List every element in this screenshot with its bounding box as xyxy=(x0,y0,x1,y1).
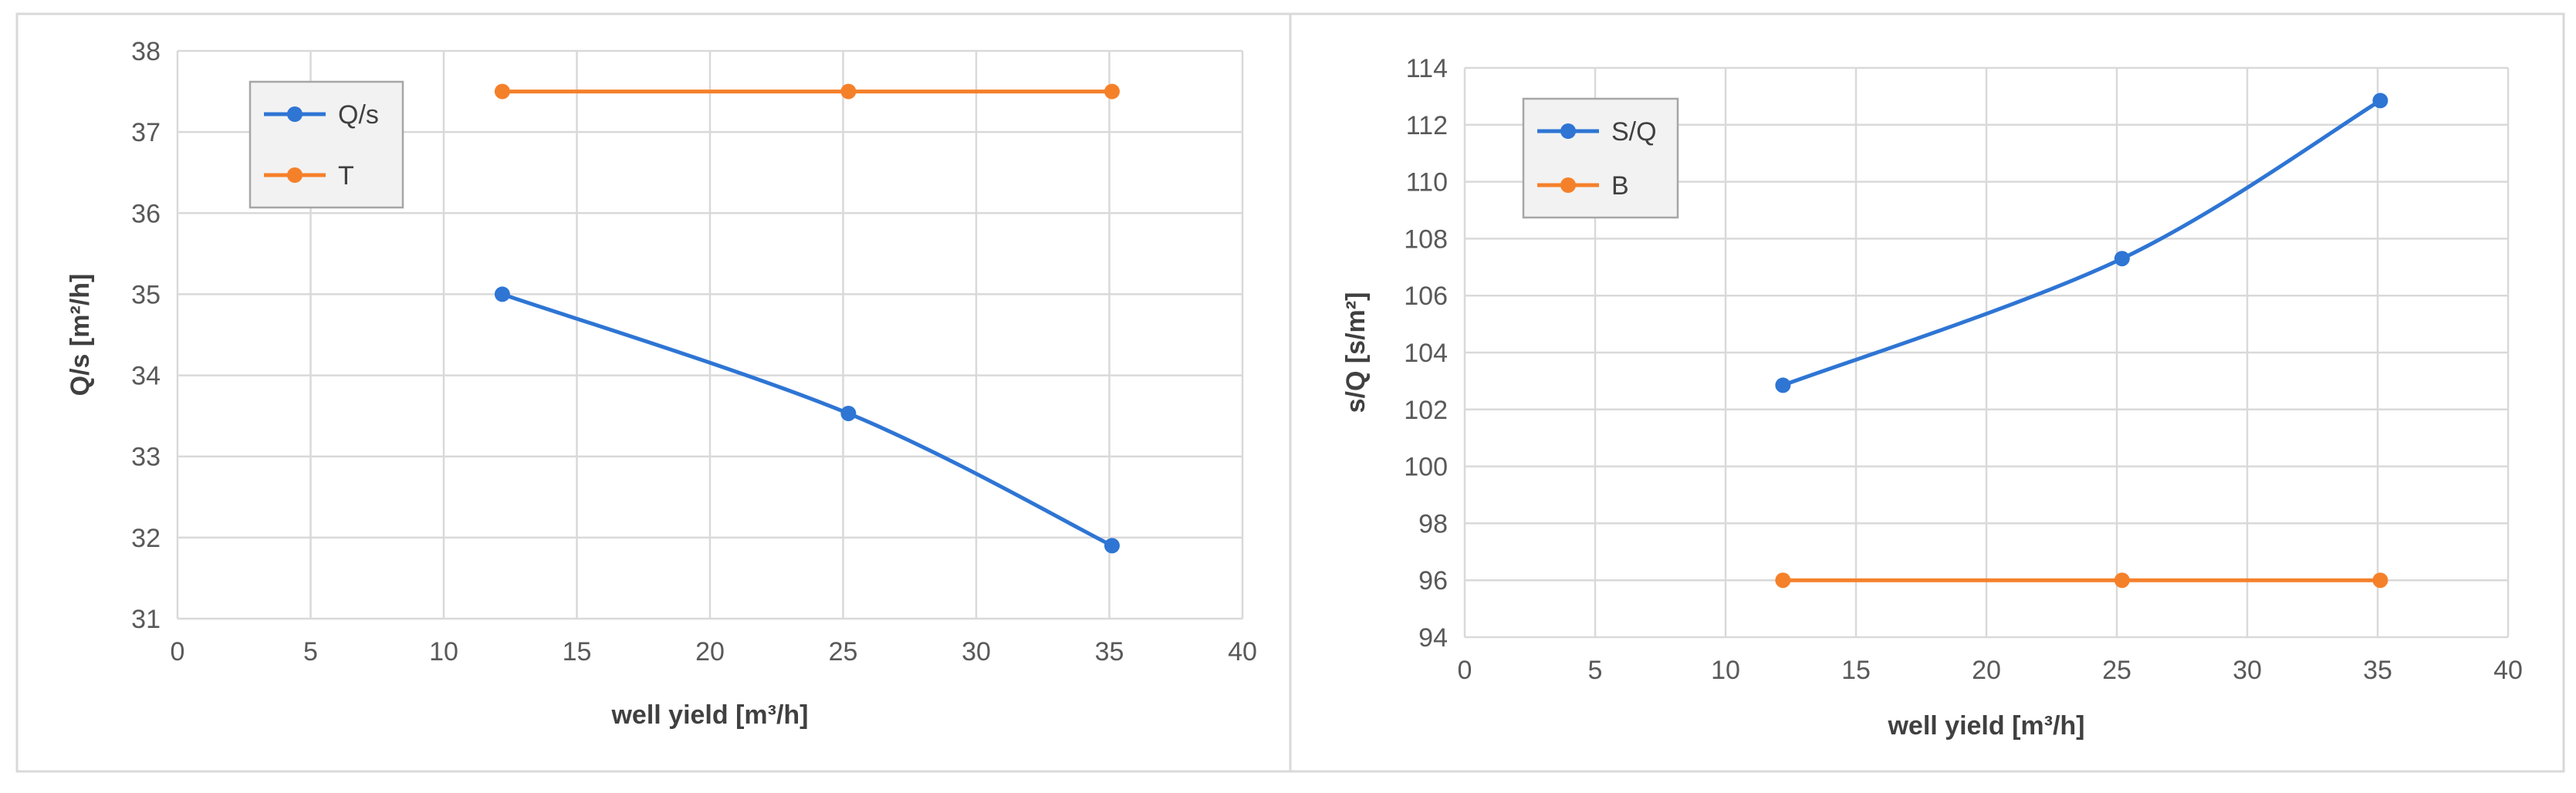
x-tick-label: 15 xyxy=(563,637,592,666)
data-point xyxy=(2372,93,2388,109)
data-point xyxy=(1775,377,1791,393)
x-axis-title: well yield [m³/h] xyxy=(1887,711,2084,741)
x-tick-label: 30 xyxy=(962,637,991,666)
data-point xyxy=(494,83,510,100)
chart-panel-left xyxy=(15,12,1292,773)
data-point xyxy=(2114,251,2130,267)
y-tick-label: 31 xyxy=(131,605,161,634)
x-tick-label: 25 xyxy=(2102,656,2131,685)
y-tick-label: 96 xyxy=(1418,566,1448,596)
x-tick-label: 20 xyxy=(1972,656,2001,685)
legend-label: Q/s xyxy=(338,100,379,130)
chart-panel-right xyxy=(1289,12,2565,773)
x-tick-label: 40 xyxy=(2493,656,2523,685)
y-tick-label: 94 xyxy=(1418,623,1448,653)
legend-swatch-marker xyxy=(287,106,303,122)
x-tick-label: 35 xyxy=(1095,637,1124,666)
y-tick-label: 106 xyxy=(1404,282,1448,311)
y-tick-label: 110 xyxy=(1406,168,1448,197)
x-tick-label: 40 xyxy=(1228,637,1257,666)
y-tick-label: 100 xyxy=(1404,453,1448,482)
x-tick-label: 15 xyxy=(1841,656,1871,685)
data-point xyxy=(2114,572,2130,589)
legend-swatch-marker xyxy=(1560,177,1576,193)
legend-box xyxy=(248,80,404,209)
data-point xyxy=(840,83,857,100)
x-tick-label: 30 xyxy=(2233,656,2262,685)
chart-q-s: 31 32 33 34 35 36 37 38 0 5 10 15 20 25 30 35 40 well yie… xyxy=(66,37,1257,730)
x-axis-title: well yield [m³/h] xyxy=(610,700,808,730)
legend-box xyxy=(1522,97,1679,219)
y-tick-label: 114 xyxy=(1406,54,1448,83)
x-tick-label: 20 xyxy=(695,637,725,666)
data-point xyxy=(2372,572,2388,589)
data-point xyxy=(1104,538,1120,554)
data-point xyxy=(494,286,510,302)
y-tick-label: 32 xyxy=(131,524,161,553)
legend-label: B xyxy=(1611,171,1629,201)
y-tick-label: 33 xyxy=(131,443,161,472)
y-axis-title: Q/s [m²/h] xyxy=(66,274,95,396)
y-tick-label: 102 xyxy=(1404,396,1448,425)
x-tick-label: 25 xyxy=(829,637,858,666)
data-point xyxy=(1104,83,1120,100)
y-tick-label: 37 xyxy=(131,118,161,147)
legend-label: S/Q xyxy=(1611,117,1657,147)
y-tick-label: 104 xyxy=(1404,339,1448,368)
y-tick-label: 35 xyxy=(131,280,161,309)
x-tick-label: 0 xyxy=(171,637,185,666)
data-point xyxy=(1775,572,1791,589)
x-tick-label: 5 xyxy=(303,637,318,666)
legend-label: T xyxy=(338,161,354,191)
x-tick-label: 10 xyxy=(429,637,458,666)
data-point xyxy=(840,405,857,421)
legend-swatch-marker xyxy=(287,167,303,183)
y-tick-label: 112 xyxy=(1406,111,1448,140)
y-tick-label: 38 xyxy=(131,37,161,66)
y-tick-label: 108 xyxy=(1404,224,1448,254)
x-tick-label: 5 xyxy=(1588,656,1603,685)
y-axis-title: s/Q [s/m²] xyxy=(1341,292,1371,413)
x-tick-label: 35 xyxy=(2363,656,2392,685)
y-tick-label: 98 xyxy=(1418,509,1448,538)
y-tick-label: 34 xyxy=(131,362,161,391)
legend-swatch-marker xyxy=(1560,123,1576,139)
y-tick-label: 36 xyxy=(131,199,161,228)
x-tick-label: 10 xyxy=(1711,656,1740,685)
x-tick-label: 0 xyxy=(1458,656,1472,685)
chart-s-q: 94 96 98 100 102 104 106 108 110 112 114 0 5 10 15 20 25… xyxy=(1341,54,2523,741)
